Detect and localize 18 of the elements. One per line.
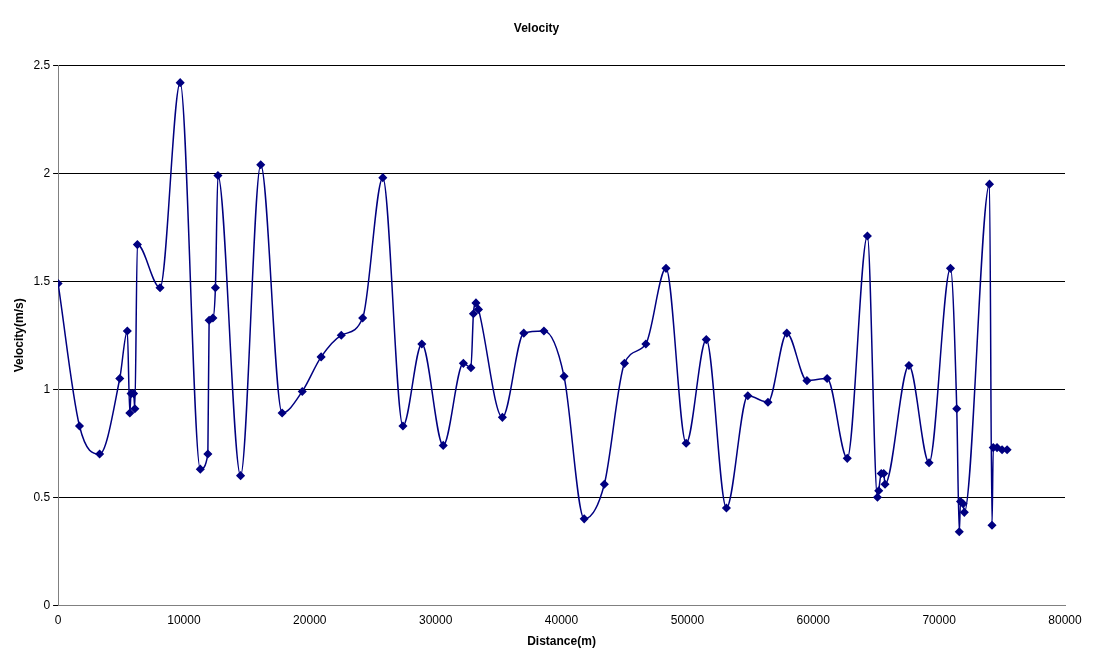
y-tick-label: 2 [43, 165, 51, 180]
x-tick-label: 80000 [1048, 612, 1083, 627]
x-tick-label: 0 [54, 612, 62, 627]
y-tick-label: 1 [43, 381, 51, 396]
y-tick-label: 0 [43, 597, 51, 612]
x-axis-title: Distance(m) [527, 634, 596, 649]
x-tick-label: 30000 [418, 612, 453, 627]
y-axis-title: Velocity(m/s) [11, 298, 26, 373]
y-tick-label: 1.5 [33, 273, 51, 288]
x-tick-label: 60000 [796, 612, 831, 627]
x-tick-label: 40000 [544, 612, 579, 627]
x-tick-label: 70000 [922, 612, 957, 627]
y-tick-label: 2.5 [33, 57, 51, 72]
x-tick-label: 20000 [293, 612, 327, 627]
chart-title: Velocity [513, 20, 560, 35]
y-tick-label: 0.5 [33, 489, 51, 504]
x-tick-label: 10000 [167, 612, 201, 627]
x-tick-label: 50000 [670, 612, 705, 627]
